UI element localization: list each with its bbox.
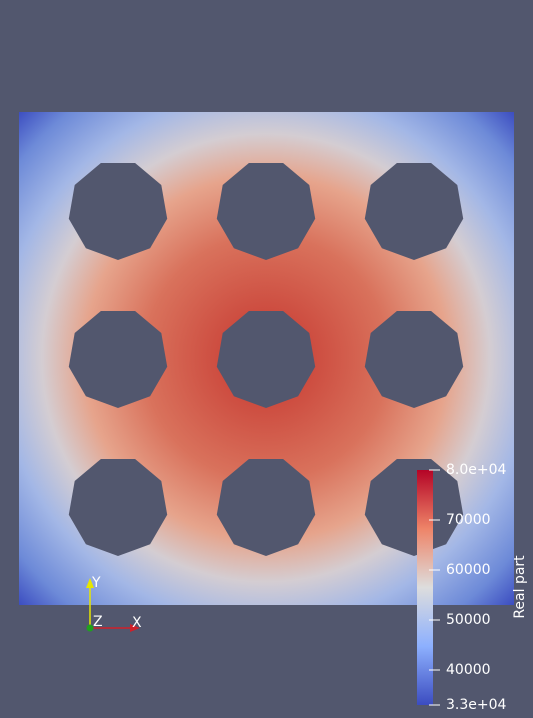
colorbar-tick-label: 70000 — [446, 512, 491, 528]
hole — [68, 311, 168, 408]
axis-x-head — [130, 624, 140, 632]
colorbar-tick-label: 3.3e+04 — [446, 697, 507, 713]
colorbar-tick-label: 40000 — [446, 662, 491, 678]
hole — [216, 459, 316, 556]
colorbar-tick-label: 8.0e+04 — [446, 462, 507, 478]
hole — [216, 163, 316, 260]
axis-z — [86, 624, 94, 632]
colorbar-tick-label: 60000 — [446, 562, 491, 578]
hole — [216, 311, 316, 408]
hole — [364, 311, 464, 408]
colorbar-title: Real part — [512, 555, 528, 619]
axis-y-label: Y — [91, 575, 101, 591]
hole — [68, 459, 168, 556]
hole — [364, 459, 464, 556]
axis-z-label: Z — [93, 614, 103, 630]
colorbar — [417, 470, 433, 705]
hole — [364, 163, 464, 260]
axis-x-label: X — [132, 615, 142, 631]
axis-y-head — [86, 578, 94, 588]
colorbar-tick-label: 50000 — [446, 612, 491, 628]
holes — [68, 163, 464, 556]
hole — [68, 163, 168, 260]
